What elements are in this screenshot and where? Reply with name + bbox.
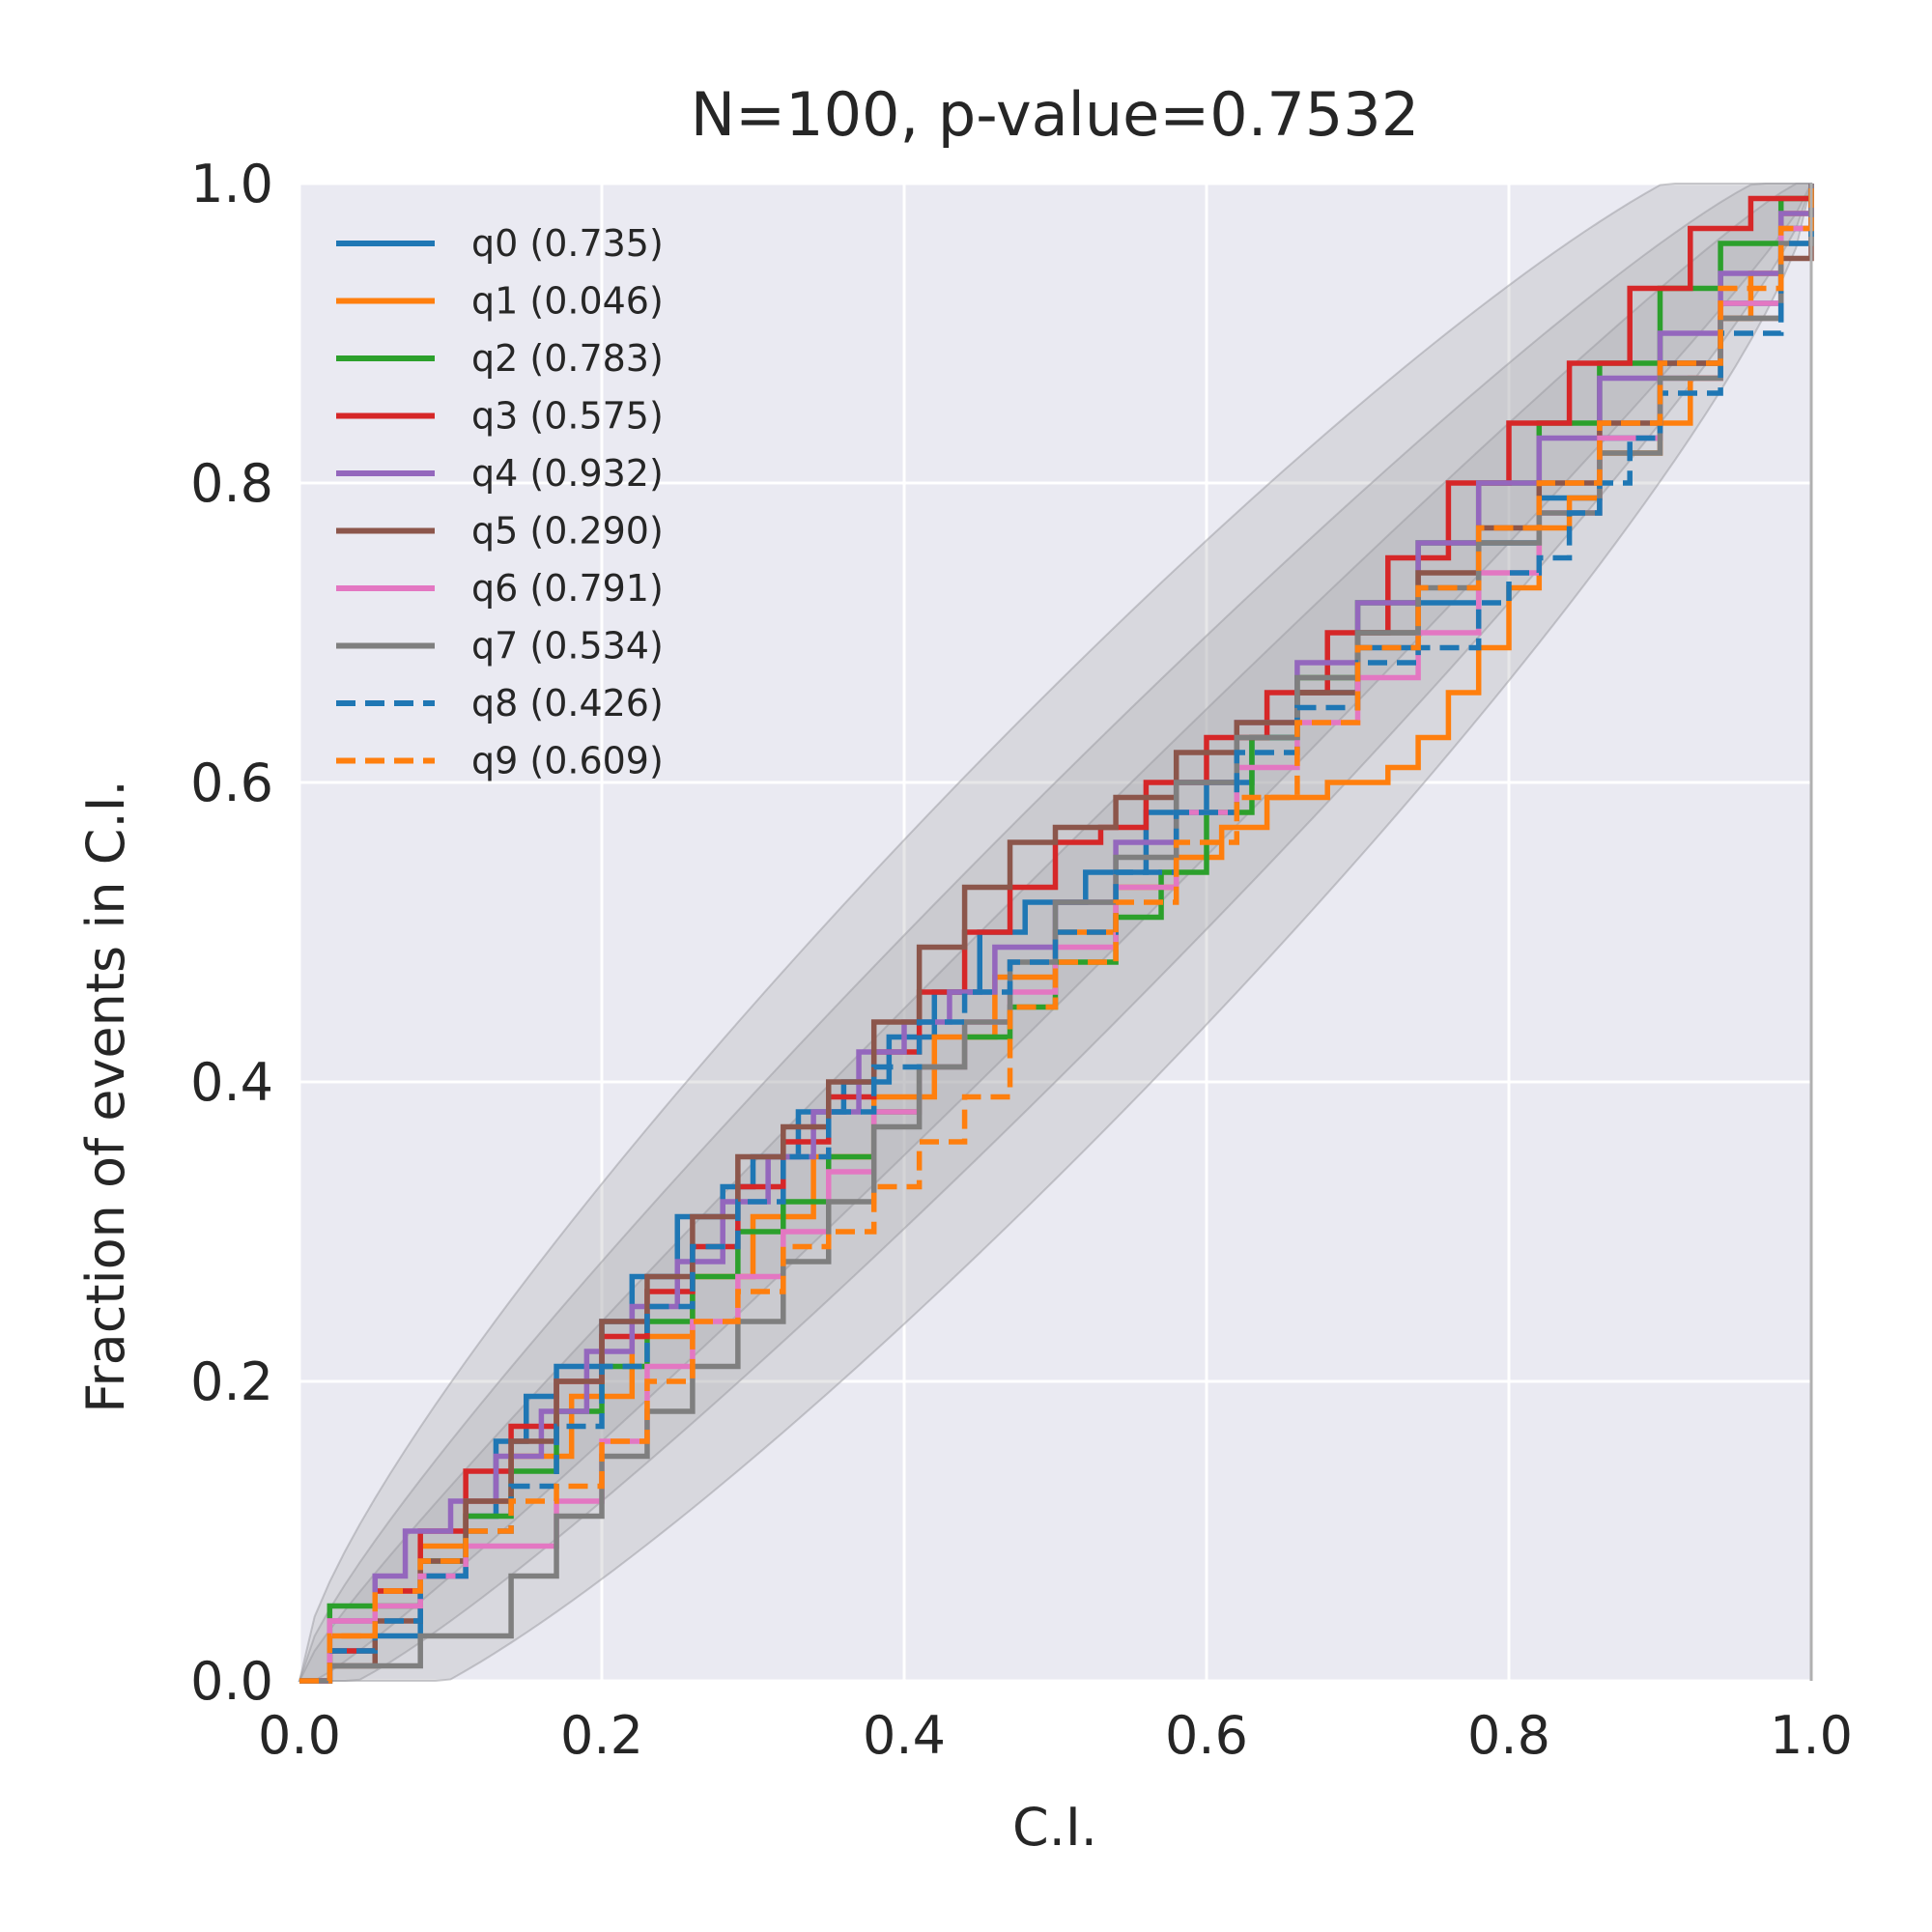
x-tick-label-4: 0.8 xyxy=(1467,1705,1550,1766)
x-tick-label-1: 0.2 xyxy=(560,1705,643,1766)
y-axis-label: Fraction of events in C.I. xyxy=(75,780,136,1412)
x-tick-label-5: 1.0 xyxy=(1770,1705,1853,1766)
y-tick-label-0: 0.0 xyxy=(190,1651,273,1712)
y-tick-label-4: 0.8 xyxy=(190,453,273,514)
x-axis-label: C.I. xyxy=(1012,1797,1097,1858)
series-line-9 xyxy=(299,184,1814,1684)
x-tick-label-2: 0.4 xyxy=(863,1705,946,1766)
y-tick-label-1: 0.2 xyxy=(190,1351,273,1412)
legend-label-7: q7 (0.534) xyxy=(471,625,664,668)
legend-label-4: q4 (0.932) xyxy=(471,452,664,495)
series-line-4 xyxy=(299,184,1814,1684)
legend-label-3: q3 (0.575) xyxy=(471,395,664,438)
y-tick-label-5: 1.0 xyxy=(190,154,273,214)
x-tick-label-3: 0.6 xyxy=(1165,1705,1248,1766)
x-tick-label-0: 0.0 xyxy=(258,1705,341,1766)
legend-label-8: q8 (0.426) xyxy=(471,682,664,724)
legend-label-6: q6 (0.791) xyxy=(471,567,664,610)
y-tick-labels: 0.0 0.2 0.4 0.6 0.8 1.0 xyxy=(190,154,273,1712)
legend-label-5: q5 (0.290) xyxy=(471,510,664,553)
y-tick-label-2: 0.4 xyxy=(190,1052,273,1113)
legend-label-0: q0 (0.735) xyxy=(471,222,664,265)
chart-title: N=100, p-value=0.7532 xyxy=(691,79,1419,150)
y-tick-label-3: 0.6 xyxy=(190,753,273,813)
legend-label-1: q1 (0.046) xyxy=(471,280,664,323)
legend-label-9: q9 (0.609) xyxy=(471,740,664,782)
x-tick-labels: 0.0 0.2 0.4 0.6 0.8 1.0 xyxy=(258,1705,1853,1766)
legend-label-2: q2 (0.783) xyxy=(471,337,664,380)
legend: q0 (0.735) q1 (0.046) q2 (0.783) q3 (0.575)… xyxy=(336,222,664,782)
series-lines xyxy=(299,184,1814,1684)
